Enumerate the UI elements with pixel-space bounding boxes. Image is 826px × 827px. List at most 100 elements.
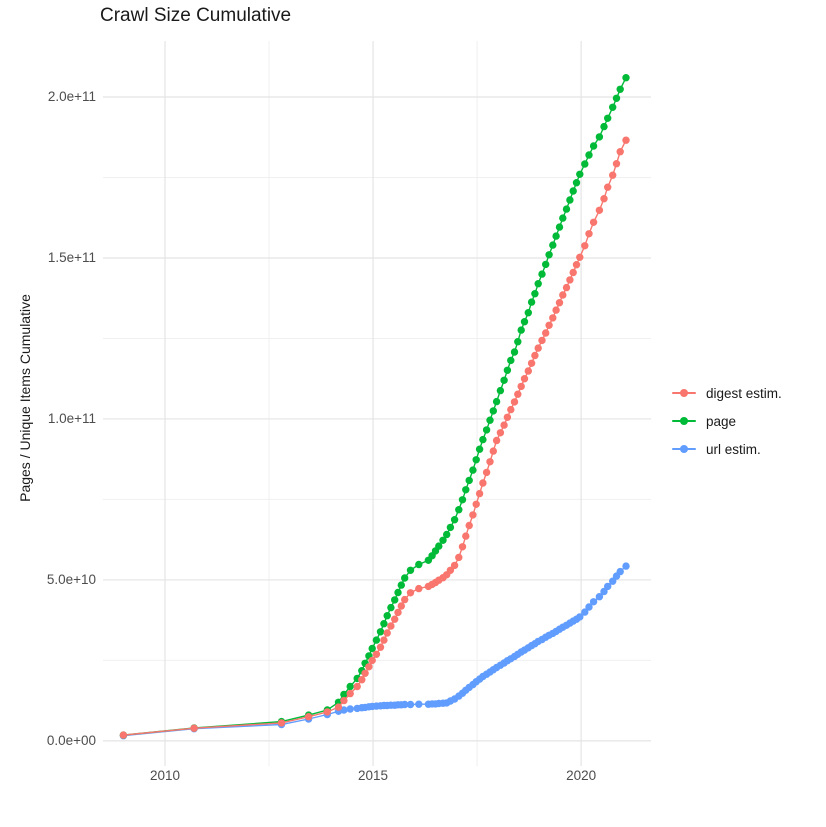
data-point	[462, 486, 470, 494]
y-tick-label: 0.0e+00	[46, 732, 96, 748]
data-point	[549, 314, 557, 322]
x-tick-label: 2015	[358, 768, 389, 783]
data-point	[589, 598, 598, 606]
data-point	[415, 560, 423, 569]
legend-item-digest-estim-: digest estim.	[672, 379, 782, 407]
data-point	[365, 663, 373, 671]
data-point	[576, 170, 584, 178]
data-point	[479, 435, 487, 444]
data-point	[401, 574, 409, 582]
data-point	[401, 700, 409, 709]
legend-item-label: digest estim.	[706, 385, 782, 401]
data-point	[542, 260, 550, 269]
data-point	[622, 74, 630, 82]
data-point	[585, 230, 593, 238]
data-point	[346, 705, 354, 713]
data-point	[503, 413, 512, 421]
data-point	[569, 268, 577, 277]
data-point	[406, 700, 415, 709]
data-point	[401, 595, 409, 604]
data-point	[415, 700, 423, 708]
data-point	[465, 476, 473, 485]
data-point	[277, 719, 286, 727]
data-point	[524, 367, 532, 375]
data-point	[531, 351, 539, 360]
data-point	[581, 242, 589, 250]
data-point	[346, 682, 354, 691]
data-point	[323, 708, 331, 716]
data-point	[415, 584, 423, 593]
data-point	[368, 656, 376, 665]
data-point	[514, 390, 522, 398]
data-point	[609, 577, 617, 585]
legend: digest estim. page url estim.	[672, 379, 782, 463]
data-point	[472, 456, 480, 464]
data-point	[482, 468, 491, 477]
data-point	[576, 613, 584, 621]
data-point	[397, 581, 405, 589]
data-point	[446, 566, 455, 574]
x-tick-label: 2010	[149, 768, 180, 783]
legend-key-icon	[672, 442, 696, 456]
y-tick-label: 1.0e+11	[47, 410, 96, 426]
data-point	[458, 496, 467, 504]
data-point	[514, 338, 522, 346]
data-point	[500, 376, 508, 384]
data-point	[340, 706, 348, 714]
data-point	[340, 696, 348, 705]
data-point	[380, 636, 388, 644]
data-point	[562, 205, 571, 213]
data-point	[435, 542, 443, 550]
data-point	[595, 593, 604, 601]
data-point	[492, 436, 501, 445]
x-tick-label: 2020	[566, 768, 597, 783]
data-point	[439, 536, 447, 544]
data-point	[394, 588, 402, 597]
data-point	[387, 603, 395, 612]
data-point	[555, 299, 564, 307]
chart-title: Crawl Size Cumulative	[100, 5, 292, 26]
data-point	[353, 682, 361, 691]
data-point	[376, 643, 385, 651]
legend-key-icon	[672, 414, 696, 428]
data-point	[534, 344, 542, 352]
data-point	[538, 336, 546, 345]
data-point	[538, 270, 546, 278]
data-point	[572, 261, 581, 269]
data-point	[479, 479, 487, 487]
data-point	[340, 690, 348, 699]
data-point	[545, 251, 553, 259]
data-point	[520, 318, 529, 326]
data-point	[406, 589, 415, 597]
data-point	[372, 650, 381, 658]
data-point	[119, 731, 128, 739]
data-point	[383, 612, 391, 620]
data-point	[380, 620, 388, 628]
data-point	[394, 608, 402, 617]
data-point	[517, 382, 525, 391]
data-point	[527, 359, 536, 367]
data-point	[559, 214, 567, 222]
data-point	[489, 447, 497, 455]
data-point	[595, 206, 604, 214]
data-point	[450, 561, 459, 570]
data-point	[304, 713, 313, 721]
data-point	[475, 489, 484, 498]
data-point	[486, 458, 494, 466]
data-point	[503, 366, 512, 374]
data-point	[387, 622, 395, 630]
data-point	[472, 500, 480, 508]
data-point	[604, 183, 612, 191]
data-point	[622, 562, 630, 570]
legend-key-dot	[680, 389, 688, 397]
data-point	[358, 676, 366, 684]
y-axis-title: Pages / Unique Items Cumulative	[17, 294, 33, 502]
legend-item-label: url estim.	[706, 441, 761, 457]
data-point	[492, 397, 501, 406]
data-point	[455, 506, 463, 514]
data-point	[334, 703, 343, 711]
data-point	[531, 290, 539, 298]
data-point	[372, 636, 381, 644]
